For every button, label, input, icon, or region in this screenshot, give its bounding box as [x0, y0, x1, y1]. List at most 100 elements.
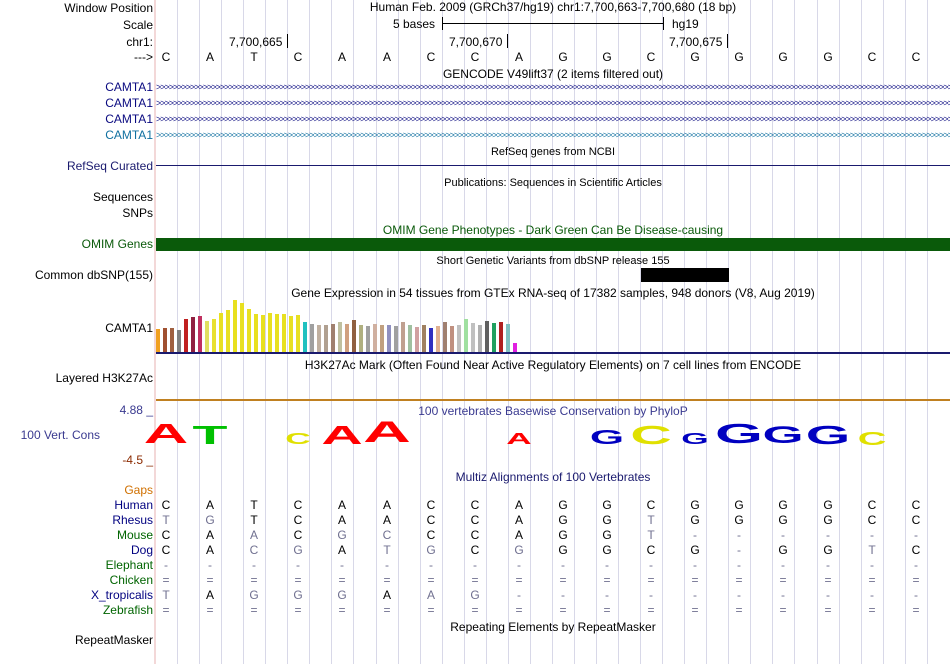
gtex-tissue-bar[interactable]: [324, 325, 328, 352]
species-label[interactable]: X_tropicalis: [90, 588, 153, 602]
gtex-tissue-bar[interactable]: [198, 316, 202, 352]
gtex-tissue-bar[interactable]: [240, 303, 244, 352]
species-label[interactable]: Chicken: [109, 573, 153, 587]
gtex-tissue-bar[interactable]: [394, 326, 398, 352]
species-label[interactable]: Zebrafish: [102, 603, 153, 617]
omim-gene-bar[interactable]: [156, 238, 950, 251]
gtex-tissue-bar[interactable]: [233, 300, 237, 352]
omim-genes-label[interactable]: OMIM Genes: [81, 237, 153, 251]
gtex-tissue-bar[interactable]: [380, 325, 384, 352]
phylop-title: 100 vertebrates Basewise Conservation by…: [418, 404, 688, 418]
gtex-tissue-bar[interactable]: [282, 314, 286, 352]
vert-cons-label[interactable]: 100 Vert. Cons: [20, 428, 100, 442]
base-letter: C: [426, 50, 436, 64]
gtex-tissue-bar[interactable]: [492, 323, 496, 352]
gtex-tissue-bar[interactable]: [415, 327, 419, 352]
gtex-tissue-bar[interactable]: [471, 323, 475, 352]
alignment-base: -: [826, 558, 830, 572]
gtex-tissue-bar[interactable]: [289, 316, 293, 352]
grid-line: [574, 0, 575, 664]
gencode-transcript-line[interactable]: >>>>>>>>>>>>>>>>>>>>>>>>>>>>>>>>>>>>>>>>…: [156, 98, 950, 108]
gtex-tissue-bar[interactable]: [338, 322, 342, 352]
gtex-tissue-bar[interactable]: [513, 343, 517, 352]
sequences-label[interactable]: Sequences: [92, 190, 153, 204]
species-label[interactable]: Rhesus: [112, 513, 153, 527]
gtex-tissue-bar[interactable]: [247, 309, 251, 352]
gencode-transcript-line[interactable]: >>>>>>>>>>>>>>>>>>>>>>>>>>>>>>>>>>>>>>>>…: [156, 82, 950, 92]
gtex-tissue-bar[interactable]: [254, 314, 258, 352]
gtex-tissue-bar[interactable]: [366, 326, 370, 352]
gtex-tissue-bar[interactable]: [310, 324, 314, 352]
gtex-tissue-bar[interactable]: [422, 325, 426, 352]
gtex-tissue-bar[interactable]: [450, 326, 454, 352]
gtex-tissue-bar[interactable]: [345, 324, 349, 352]
gtex-tissue-bar[interactable]: [191, 317, 195, 352]
scale-db-text: hg19: [672, 17, 699, 31]
gtex-tissue-bar[interactable]: [464, 319, 468, 352]
gtex-tissue-bar[interactable]: [457, 325, 461, 352]
repeatmasker-label[interactable]: RepeatMasker: [74, 633, 153, 647]
alignment-base: =: [912, 573, 920, 587]
alignment-base: -: [826, 588, 830, 602]
species-label[interactable]: Dog: [130, 543, 153, 557]
gtex-tissue-bar[interactable]: [268, 313, 272, 352]
gtex-tissue-bar[interactable]: [436, 326, 440, 352]
gtex-tissue-bar[interactable]: [317, 325, 321, 352]
gtex-tissue-bar[interactable]: [485, 321, 489, 352]
snps-label[interactable]: SNPs: [122, 206, 153, 220]
gencode-transcript-line[interactable]: >>>>>>>>>>>>>>>>>>>>>>>>>>>>>>>>>>>>>>>>…: [156, 114, 950, 124]
gtex-tissue-bar[interactable]: [387, 325, 391, 352]
gtex-tissue-bar[interactable]: [205, 321, 209, 352]
gtex-tissue-bar[interactable]: [156, 329, 160, 352]
gtex-tissue-bar[interactable]: [226, 310, 230, 352]
gtex-tissue-bar[interactable]: [408, 325, 412, 352]
conservation-min-label: -4.5 _: [122, 453, 153, 467]
gencode-transcript-label[interactable]: CAMTA1: [105, 112, 153, 126]
gtex-tissue-bar[interactable]: [352, 320, 356, 352]
gtex-tissue-bar[interactable]: [303, 322, 307, 352]
refseq-curated-label[interactable]: RefSeq Curated: [66, 159, 153, 173]
gtex-tissue-bar[interactable]: [429, 328, 433, 352]
gencode-transcript-label[interactable]: CAMTA1: [105, 128, 153, 142]
gaps-label[interactable]: Gaps: [124, 483, 153, 497]
alignment-base: =: [427, 573, 435, 587]
grid-line: [794, 0, 795, 664]
alignment-base: A: [514, 498, 523, 512]
gencode-transcript-label[interactable]: CAMTA1: [105, 80, 153, 94]
gtex-tissue-bar[interactable]: [212, 319, 216, 352]
gtex-tissue-bar[interactable]: [401, 322, 405, 352]
gtex-tissue-bar[interactable]: [443, 322, 447, 352]
species-label[interactable]: Elephant: [105, 558, 153, 572]
species-label[interactable]: Mouse: [116, 528, 153, 542]
gtex-tissue-bar[interactable]: [177, 330, 181, 352]
common-dbsnp-label[interactable]: Common dbSNP(155): [34, 268, 153, 282]
gtex-tissue-bar[interactable]: [170, 328, 174, 352]
gtex-tissue-bar[interactable]: [331, 324, 335, 352]
alignment-base: -: [164, 558, 168, 572]
gtex-tissue-bar[interactable]: [163, 328, 167, 352]
gencode-transcript-line[interactable]: >>>>>>>>>>>>>>>>>>>>>>>>>>>>>>>>>>>>>>>>…: [156, 130, 950, 140]
gtex-tissue-bar[interactable]: [359, 325, 363, 352]
gtex-tissue-bar[interactable]: [296, 315, 300, 352]
gtex-expression-chart[interactable]: [156, 298, 536, 352]
chrom-label: chr1:: [126, 35, 153, 49]
alignment-base: =: [691, 603, 699, 617]
gtex-tissue-bar[interactable]: [499, 322, 503, 352]
gtex-tissue-bar[interactable]: [373, 324, 377, 352]
grid-line: [839, 0, 840, 664]
gtex-tissue-bar[interactable]: [506, 324, 510, 352]
h3k27ac-signal-line[interactable]: [156, 399, 950, 401]
gtex-tissue-bar[interactable]: [261, 315, 265, 352]
alignment-base: G: [293, 588, 303, 602]
gtex-tissue-bar[interactable]: [184, 319, 188, 352]
layered-h3k27ac-label[interactable]: Layered H3K27Ac: [55, 371, 153, 385]
gencode-transcript-label[interactable]: CAMTA1: [105, 96, 153, 110]
gtex-tissue-bar[interactable]: [478, 325, 482, 352]
alignment-base: =: [824, 603, 832, 617]
dbsnp-variant-block[interactable]: [641, 268, 729, 282]
gtex-tissue-bar[interactable]: [275, 314, 279, 352]
refseq-gene-line[interactable]: [156, 165, 950, 166]
gtex-tissue-bar[interactable]: [219, 313, 223, 352]
species-label[interactable]: Human: [114, 498, 153, 512]
gtex-gene-label[interactable]: CAMTA1: [105, 321, 153, 335]
